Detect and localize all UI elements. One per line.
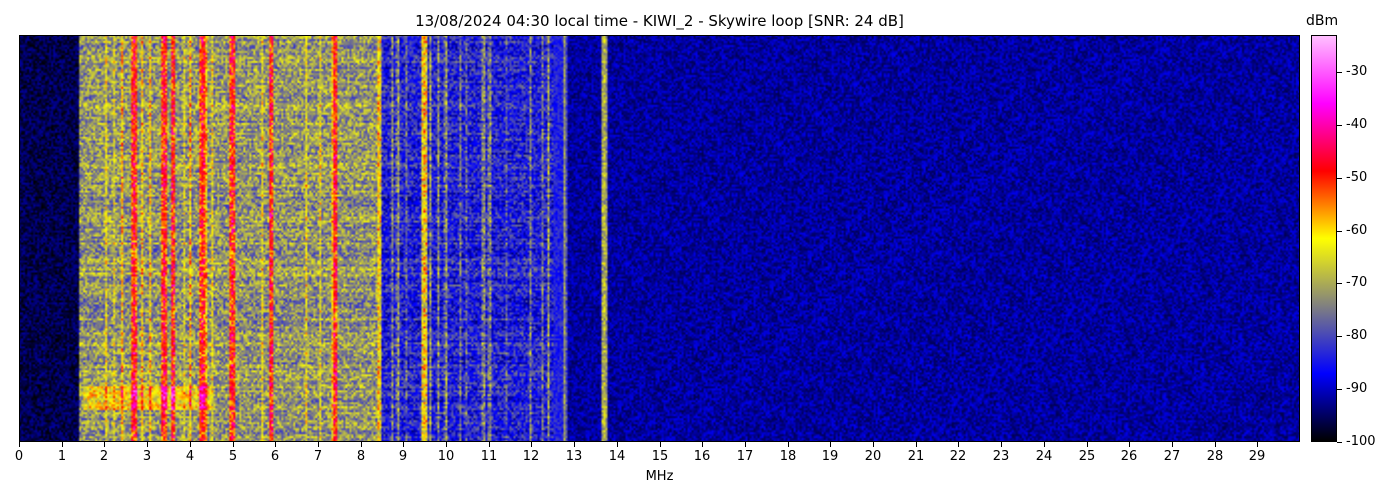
- chart-title: 13/08/2024 04:30 local time - KIWI_2 - S…: [415, 12, 904, 30]
- colorbar-tick: [1337, 231, 1342, 232]
- x-tick-label: 13: [565, 449, 583, 464]
- colorbar-tick: [1337, 389, 1342, 390]
- x-tick-label: 24: [1035, 449, 1053, 464]
- x-tick-label: 7: [313, 449, 323, 464]
- x-tick-label: 29: [1248, 449, 1266, 464]
- colorbar-tick: [1337, 283, 1342, 284]
- x-tick: [873, 442, 874, 447]
- x-tick: [830, 442, 831, 447]
- x-tick: [233, 442, 234, 447]
- colorbar-tick-label: -40: [1346, 117, 1368, 132]
- x-tick: [1172, 442, 1173, 447]
- x-tick-label: 19: [821, 449, 839, 464]
- x-tick-label: 15: [651, 449, 669, 464]
- colorbar-tick: [1337, 442, 1342, 443]
- x-tick-label: 14: [608, 449, 626, 464]
- x-tick: [574, 442, 575, 447]
- x-tick-label: 18: [779, 449, 797, 464]
- x-tick: [617, 442, 618, 447]
- x-tick: [190, 442, 191, 447]
- x-tick: [275, 442, 276, 447]
- x-tick: [19, 442, 20, 447]
- x-tick: [531, 442, 532, 447]
- x-tick: [745, 442, 746, 447]
- x-tick: [958, 442, 959, 447]
- x-tick-label: 9: [398, 449, 408, 464]
- x-tick-label: 27: [1163, 449, 1181, 464]
- colorbar-tick-label: -50: [1346, 170, 1368, 185]
- x-tick-label: 26: [1120, 449, 1138, 464]
- x-tick-label: 17: [736, 449, 754, 464]
- x-tick-label: 0: [14, 449, 24, 464]
- colorbar: [1311, 35, 1337, 442]
- x-tick: [702, 442, 703, 447]
- colorbar-tick: [1337, 178, 1342, 179]
- x-tick: [1215, 442, 1216, 447]
- colorbar-tick-label: -70: [1346, 275, 1368, 290]
- x-tick-label: 20: [864, 449, 882, 464]
- x-tick: [318, 442, 319, 447]
- colorbar-tick-label: -100: [1346, 434, 1376, 449]
- x-tick: [403, 442, 404, 447]
- x-tick-label: 23: [992, 449, 1010, 464]
- colorbar-unit-label: dBm: [1306, 13, 1339, 29]
- x-tick: [147, 442, 148, 447]
- x-tick: [62, 442, 63, 447]
- x-tick-label: 8: [356, 449, 366, 464]
- x-tick: [1044, 442, 1045, 447]
- x-tick: [1129, 442, 1130, 447]
- colorbar-tick-label: -80: [1346, 328, 1368, 343]
- x-tick: [1001, 442, 1002, 447]
- colorbar-tick-label: -60: [1346, 223, 1368, 238]
- x-tick-label: 3: [142, 449, 152, 464]
- colorbar-tick-label: -90: [1346, 381, 1368, 396]
- spectrogram-heatmap: [19, 35, 1300, 442]
- x-tick-label: 12: [522, 449, 540, 464]
- x-tick-label: 6: [270, 449, 280, 464]
- x-tick: [660, 442, 661, 447]
- x-tick: [361, 442, 362, 447]
- x-tick-label: 25: [1078, 449, 1096, 464]
- x-tick: [446, 442, 447, 447]
- colorbar-tick: [1337, 72, 1342, 73]
- x-tick-label: 11: [480, 449, 498, 464]
- colorbar-tick: [1337, 125, 1342, 126]
- x-tick-label: 22: [949, 449, 967, 464]
- x-tick-label: 1: [57, 449, 67, 464]
- x-tick-label: 5: [228, 449, 238, 464]
- x-tick: [788, 442, 789, 447]
- x-tick: [489, 442, 490, 447]
- x-tick: [104, 442, 105, 447]
- x-tick-label: 21: [907, 449, 925, 464]
- colorbar-tick-label: -30: [1346, 64, 1368, 79]
- x-tick-label: 10: [437, 449, 455, 464]
- x-tick-label: 4: [185, 449, 195, 464]
- x-tick: [916, 442, 917, 447]
- x-tick-label: 28: [1206, 449, 1224, 464]
- x-tick: [1257, 442, 1258, 447]
- x-tick-label: 16: [693, 449, 711, 464]
- x-tick: [1087, 442, 1088, 447]
- colorbar-tick: [1337, 336, 1342, 337]
- x-axis-label: MHz: [645, 469, 674, 484]
- x-tick-label: 2: [99, 449, 109, 464]
